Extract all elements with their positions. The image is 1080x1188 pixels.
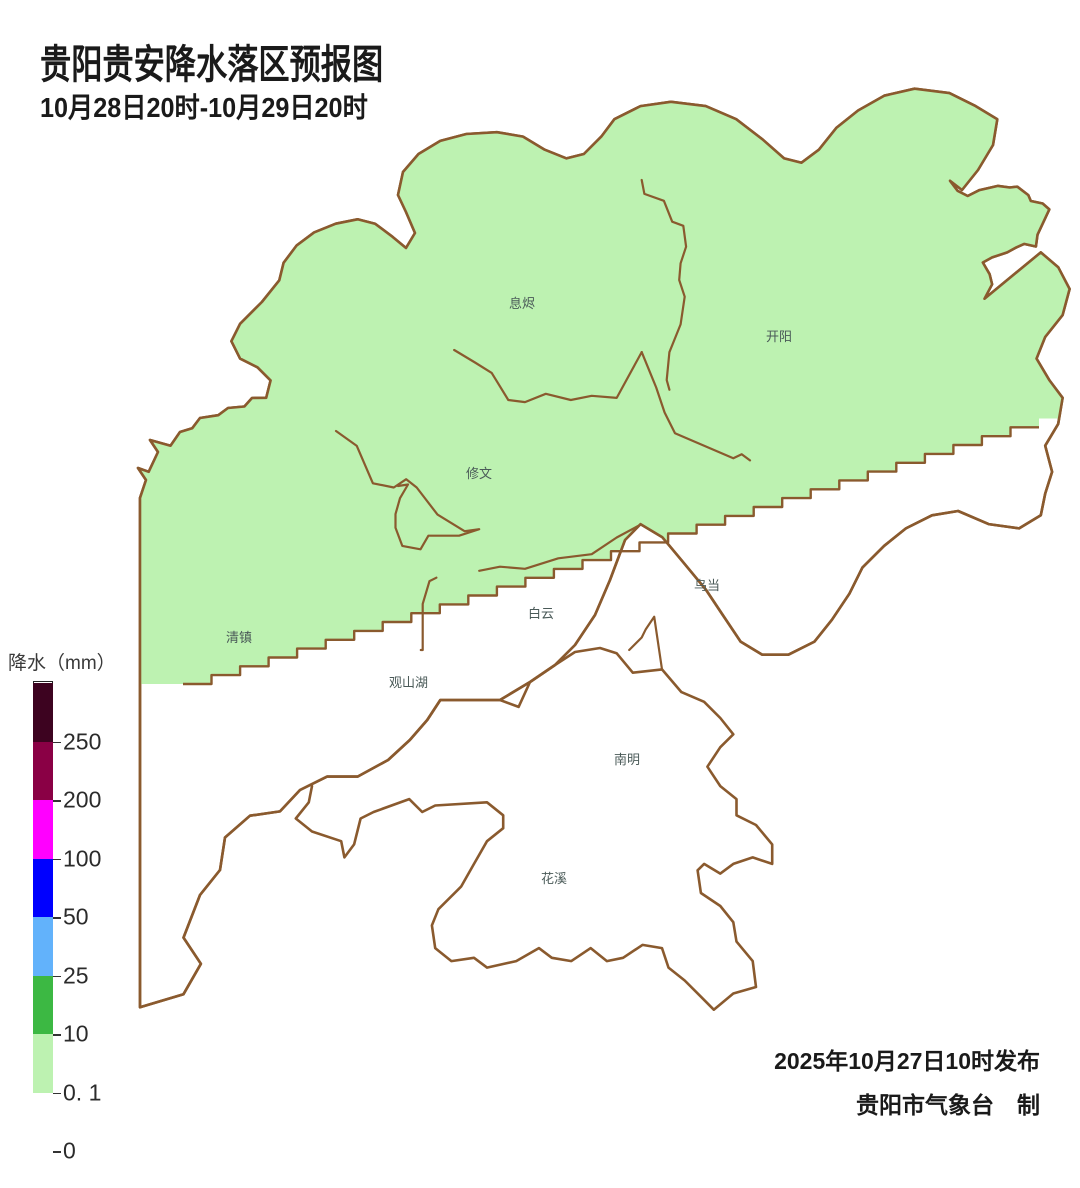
svg-text:观山湖: 观山湖 bbox=[389, 675, 428, 690]
svg-text:息烬: 息烬 bbox=[509, 296, 535, 311]
svg-text:开阳: 开阳 bbox=[766, 329, 792, 344]
svg-text:清镇: 清镇 bbox=[226, 630, 252, 645]
svg-text:白云: 白云 bbox=[528, 606, 554, 621]
svg-text:修文: 修文 bbox=[466, 466, 492, 481]
svg-text:南明: 南明 bbox=[614, 752, 640, 767]
svg-text:乌当: 乌当 bbox=[694, 578, 720, 593]
svg-text:花溪: 花溪 bbox=[541, 871, 567, 886]
